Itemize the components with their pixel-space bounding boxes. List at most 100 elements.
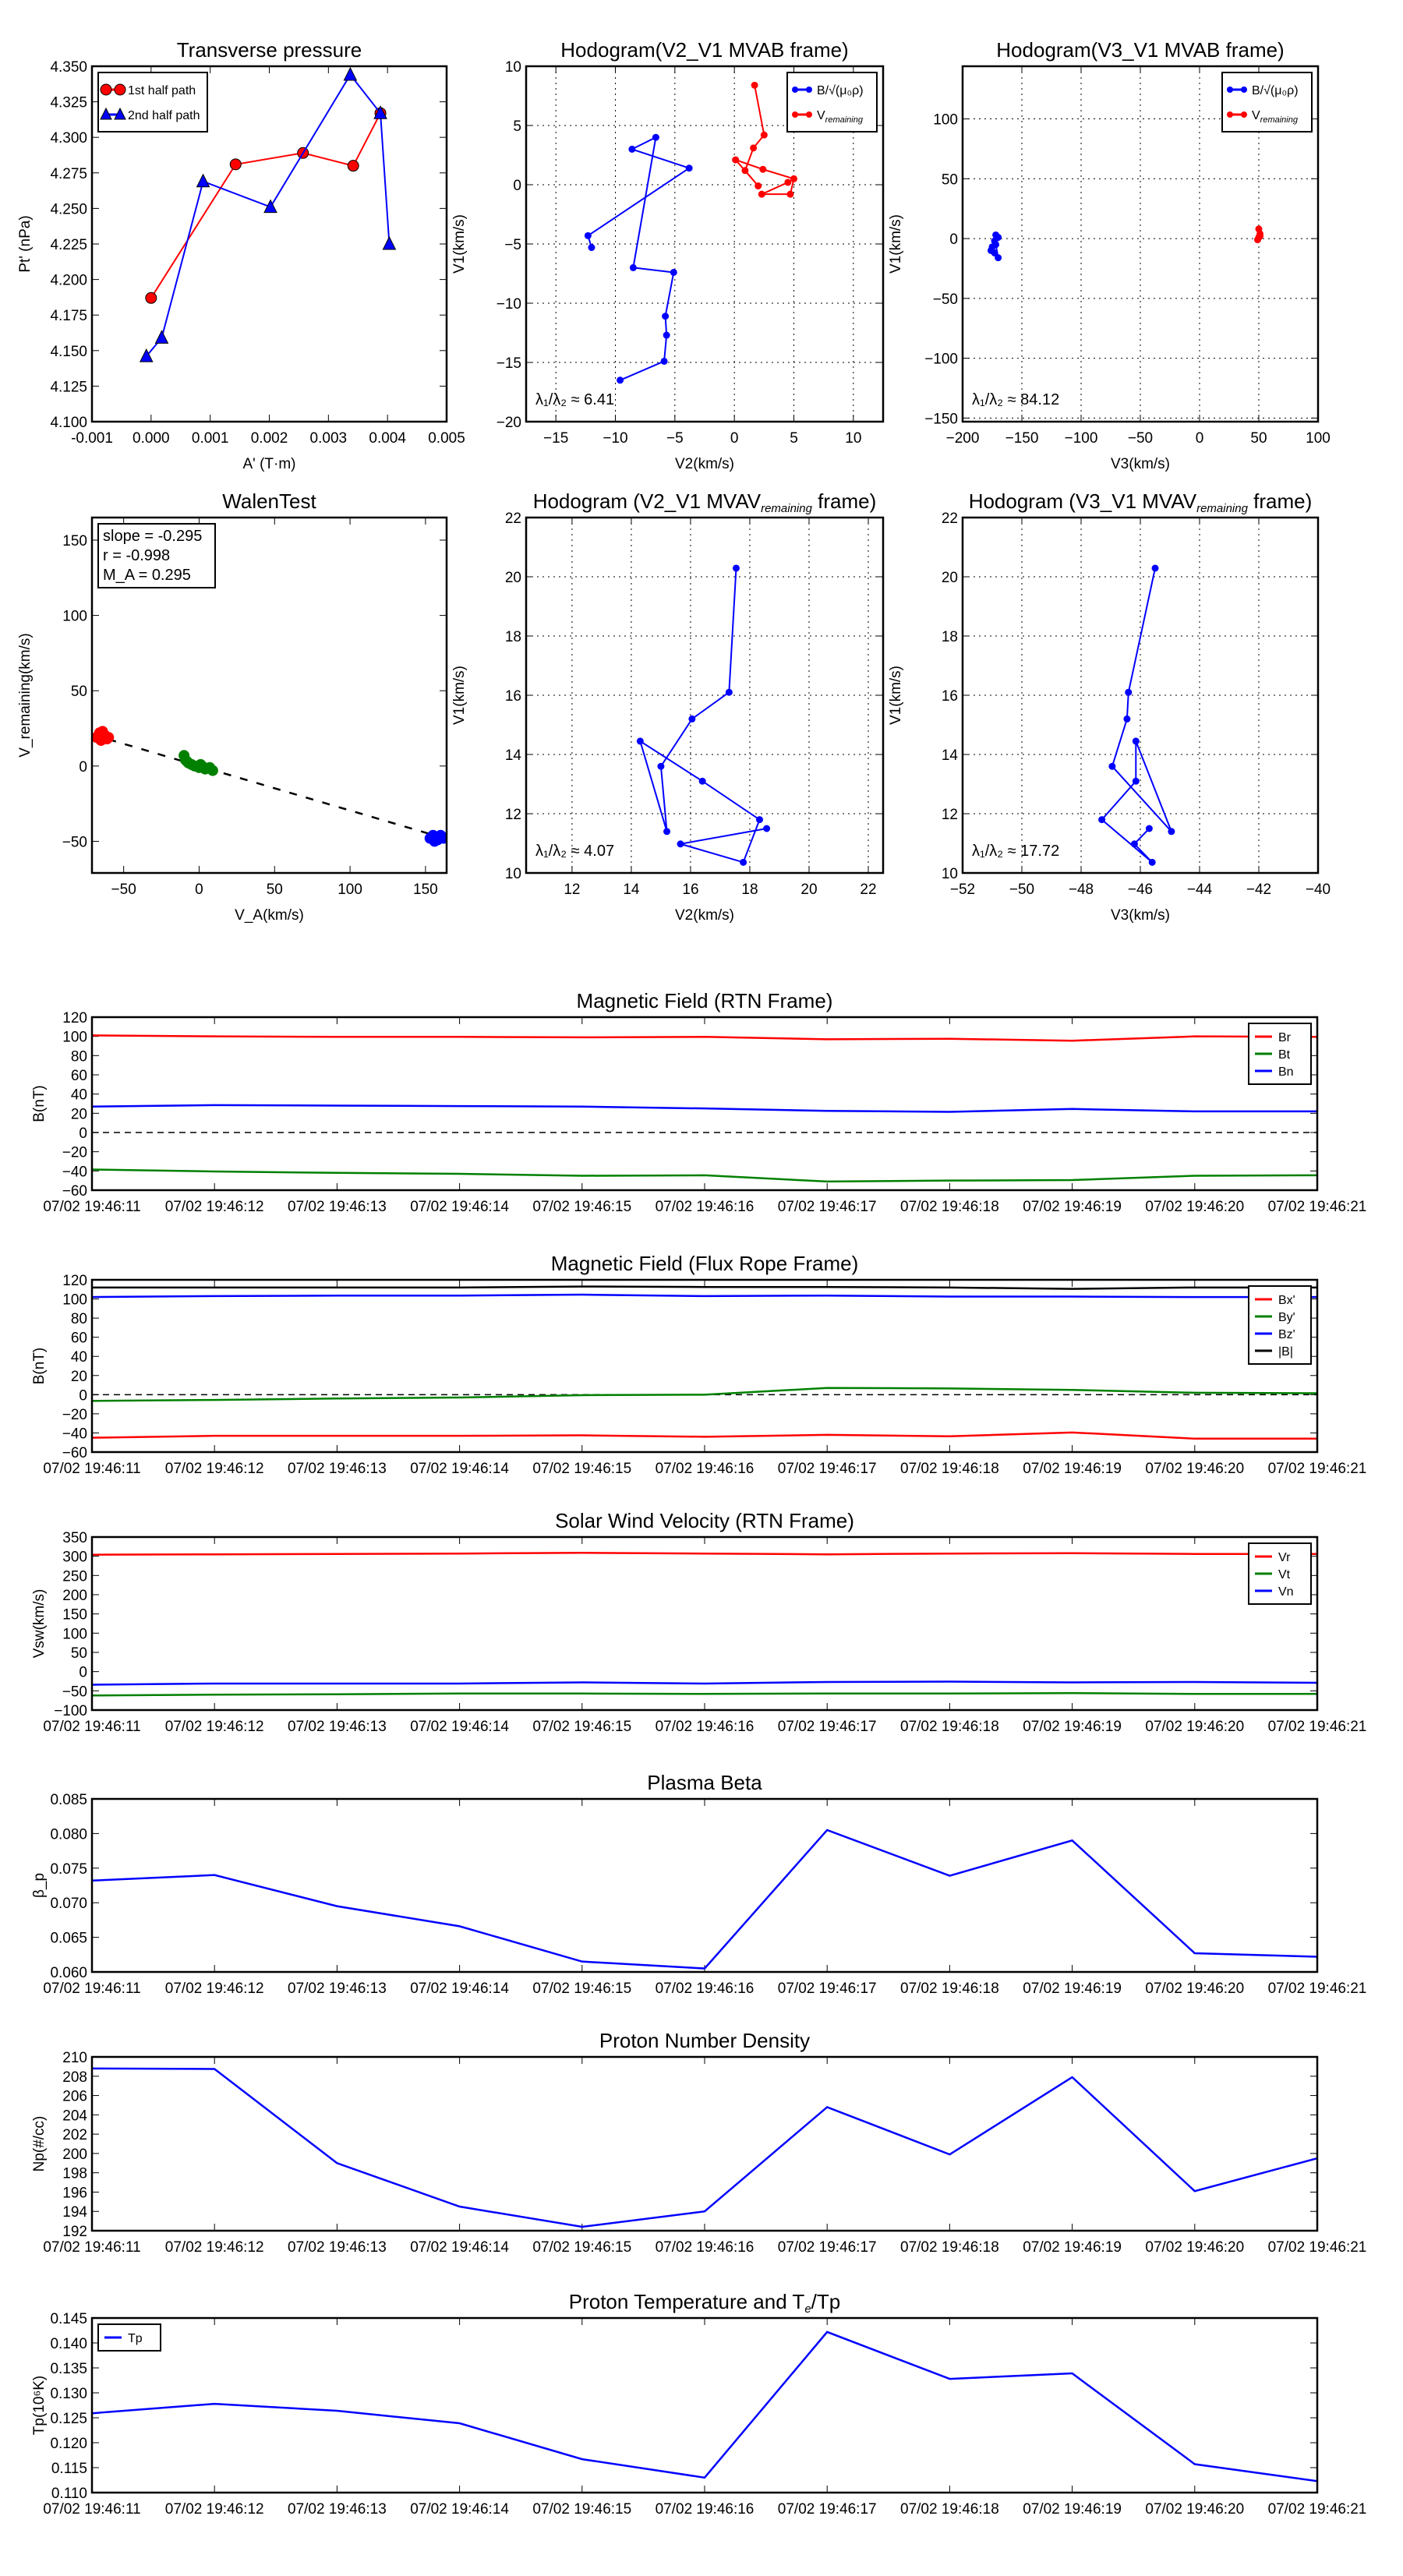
y-tick-label: 80 — [71, 1311, 87, 1327]
chart-title: Magnetic Field (Flux Rope Frame) — [551, 1252, 858, 1275]
data-point — [688, 715, 696, 723]
y-tick-label: 0 — [79, 1125, 87, 1142]
y-tick-label: 350 — [62, 1530, 87, 1546]
stats-box — [97, 523, 216, 588]
data-point — [732, 156, 740, 164]
data-point — [1132, 777, 1140, 785]
axes-frame — [90, 1797, 1319, 1974]
title-subscript: e — [804, 2302, 811, 2316]
y-tick-label: 4.200 — [50, 273, 87, 289]
chart-tp: -0.001 0.000 0.001 0.002 0.003 0.004 0.005 4.10… — [17, 38, 465, 472]
y-tick-label: 0 — [513, 178, 521, 194]
legend-item: Bz' — [1255, 1328, 1295, 1341]
y-tick-label: 150 — [62, 1607, 87, 1624]
x-tick-label: 0.005 — [428, 430, 465, 447]
data-point — [660, 357, 668, 365]
y-tick-label: −40 — [62, 1164, 87, 1180]
data-point — [195, 758, 207, 770]
x-tick-label: 0 — [195, 882, 203, 898]
x-axis-label: V_A(km/s) — [235, 907, 304, 924]
y-tick-label: 10 — [942, 866, 958, 882]
title-subscript: remaining — [761, 502, 813, 515]
y-tick-label: 5 — [513, 118, 521, 135]
y-tick-label: 200 — [62, 1588, 87, 1604]
legend-label: 1st half path — [128, 84, 196, 97]
legend-subscript: remaining — [1260, 115, 1299, 125]
x-tick-label: 07/02 19:46:18 — [900, 1719, 999, 1735]
data-point — [347, 160, 359, 172]
series-Bn-line — [92, 1104, 1317, 1113]
x-tick-label: 07/02 19:46:11 — [43, 1199, 140, 1215]
x-tick-label: 150 — [413, 882, 438, 898]
axes-frame — [90, 1278, 1319, 1454]
data-point — [628, 145, 636, 153]
y-axis-label: Tp(10⁶K) — [31, 2376, 48, 2435]
y-tick-label: 4.225 — [50, 237, 87, 253]
series-Vn-line — [92, 1680, 1317, 1686]
y-tick-label: 60 — [71, 1068, 87, 1084]
data-point — [1168, 828, 1175, 836]
legend-marker — [1227, 87, 1233, 93]
data-point — [1132, 737, 1140, 745]
y-tick-label: 0.145 — [50, 2311, 87, 2327]
x-tick-label: 07/02 19:46:17 — [778, 2239, 877, 2256]
plot-area — [92, 726, 447, 847]
data-point — [750, 144, 758, 152]
y-tick-label: 4.325 — [50, 95, 87, 111]
data-point — [438, 832, 447, 844]
x-tick-label: 07/02 19:46:11 — [43, 1461, 140, 1477]
x-tick-label: 0.002 — [251, 430, 288, 447]
x-tick-label: 07/02 19:46:19 — [1023, 1461, 1122, 1477]
y-tick-label: 18 — [505, 629, 521, 645]
x-tick-label: −200 — [946, 430, 980, 447]
chart-beta: 07/02 19:46:11 07/02 19:46:12 07/02 19:46:… — [31, 1771, 1366, 1997]
x-tick-label: 0.004 — [369, 430, 406, 447]
data-point — [1145, 825, 1153, 832]
data-point — [763, 825, 771, 832]
data-point — [784, 178, 792, 186]
x-tick-label: 07/02 19:46:17 — [778, 1719, 877, 1735]
x-tick-label: 07/02 19:46:19 — [1023, 2239, 1122, 2256]
y-tick-label: 14 — [942, 747, 959, 764]
y-tick-label: 40 — [71, 1087, 87, 1104]
data-point — [382, 235, 397, 250]
y-tick-label: 194 — [62, 2204, 87, 2221]
y-axis-label: V1(km/s) — [888, 666, 904, 725]
x-tick-label: 07/02 19:46:12 — [165, 1719, 264, 1735]
x-tick-label: 07/02 19:46:20 — [1145, 1719, 1244, 1735]
y-axis-label: β_p — [31, 1873, 48, 1898]
x-tick-label: 12 — [564, 882, 580, 898]
data-point — [1256, 232, 1264, 240]
x-axis-label: V2(km/s) — [675, 907, 734, 924]
y-tick-label: 196 — [62, 2185, 87, 2201]
x-tick-label: 07/02 19:46:16 — [656, 1199, 755, 1215]
legend-item: Vt — [1255, 1568, 1291, 1581]
y-tick-label: 100 — [62, 1292, 87, 1309]
data-point — [207, 765, 218, 776]
eigenvalue-ratio-annotation: λ₁/λ₂ ≈ 6.41 — [535, 391, 614, 408]
legend-label: Bt — [1278, 1048, 1291, 1062]
y-tick-label: 150 — [62, 533, 87, 549]
y-tick-label: 0 — [79, 1387, 87, 1404]
y-tick-label: 50 — [71, 1645, 87, 1662]
x-tick-label: −100 — [1065, 430, 1098, 447]
data-point — [657, 762, 665, 770]
legend-box — [1221, 72, 1313, 133]
x-tick-label: 07/02 19:46:19 — [1023, 1199, 1122, 1215]
x-tick-label: 16 — [682, 882, 698, 898]
series-Bt-line — [92, 1168, 1317, 1183]
data-point — [1130, 840, 1138, 848]
plot-area — [92, 1551, 1317, 1697]
x-tick-label: 07/02 19:46:21 — [1268, 1981, 1367, 1997]
stats-text: slope = -0.295 — [103, 528, 202, 545]
y-tick-label: −50 — [933, 292, 958, 308]
x-tick-label: 07/02 19:46:19 — [1023, 1981, 1122, 1997]
y-tick-label: 50 — [71, 684, 87, 700]
y-tick-label: 22 — [505, 511, 521, 527]
y-tick-label: −5 — [504, 237, 521, 253]
data-point — [103, 732, 115, 744]
y-tick-label: 0.140 — [50, 2336, 87, 2352]
data-point — [698, 777, 706, 785]
y-axis-label: V1(km/s) — [451, 214, 468, 274]
y-tick-label: −10 — [497, 296, 521, 313]
